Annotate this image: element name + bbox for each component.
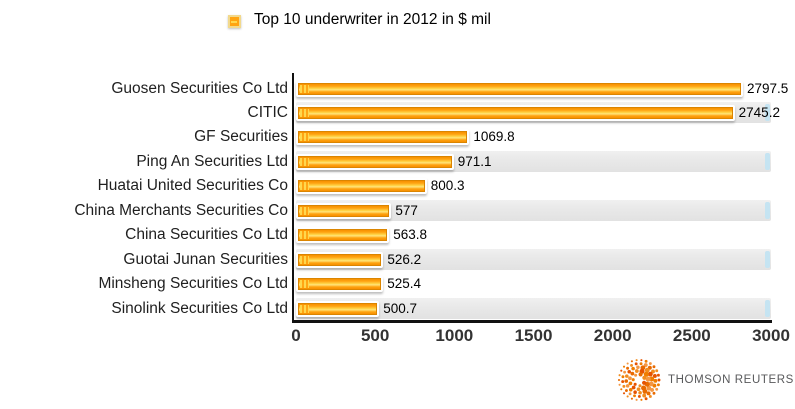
category-label: Guosen Securities Co Ltd [111, 79, 288, 97]
chart-title: Top 10 underwriter in 2012 in $ mil [254, 11, 491, 28]
thomson-reuters-logo-icon [617, 359, 661, 401]
y-axis-line [292, 73, 294, 322]
bar-fill [298, 204, 390, 217]
bar-start-marker [300, 157, 309, 166]
value-label: 563.8 [393, 227, 428, 243]
category-label: China Securities Co Ltd [125, 226, 288, 244]
bar [296, 153, 454, 170]
value-label: 577 [395, 202, 418, 218]
value-label: 2797.5 [746, 80, 789, 96]
category-label: Minsheng Securities Co Ltd [98, 275, 288, 293]
bar [296, 227, 390, 244]
value-label: 971.1 [457, 153, 492, 169]
bar-start-marker [300, 108, 309, 117]
category-label: GF Securities [194, 128, 288, 146]
bar [296, 129, 470, 146]
branding: THOMSON REUTERS [616, 357, 794, 405]
category-label: Guotai Junan Securities [123, 250, 288, 268]
bar-start-marker [300, 231, 309, 240]
x-tick-label: 2500 [672, 326, 711, 345]
bar-fill [298, 278, 382, 291]
stripe-end-cap [765, 202, 770, 220]
bar-start-marker [300, 255, 309, 264]
bar-fill [298, 229, 388, 242]
category-label: CITIC [247, 103, 288, 121]
bar-start-marker [300, 304, 309, 313]
bar-start-marker [300, 182, 309, 191]
value-label: 526.2 [387, 251, 422, 267]
x-tick-label: 1500 [514, 326, 553, 345]
zebra-stripe [296, 298, 771, 320]
brand-text: THOMSON REUTERS [668, 374, 794, 386]
legend-marker-icon [228, 15, 241, 28]
value-label: 2745.2 [738, 104, 780, 120]
bar-fill [298, 302, 378, 315]
stripe-end-cap [765, 251, 770, 269]
bar [296, 80, 743, 97]
zebra-stripe [296, 200, 771, 222]
x-tick-label: 1000 [435, 326, 474, 345]
bar-start-marker [300, 133, 309, 142]
chart-legend: Top 10 underwriter in 2012 in $ mil [0, 8, 795, 38]
category-label: Sinolink Securities Co Ltd [111, 299, 288, 317]
category-label: China Merchants Securities Co [74, 201, 288, 219]
x-axis-line [292, 320, 772, 323]
value-label: 800.3 [430, 178, 465, 194]
x-tick-label: 2000 [593, 326, 632, 345]
x-tick-label: 0 [291, 326, 301, 345]
value-label: 1069.8 [473, 129, 515, 145]
bar-start-marker [300, 84, 309, 93]
bar [296, 104, 735, 121]
bar-start-marker [300, 206, 309, 215]
bar-start-marker [300, 280, 309, 289]
bar-fill [298, 82, 741, 95]
value-label: 500.7 [383, 300, 418, 316]
bar-fill [298, 180, 425, 193]
legend-marker-detail [231, 21, 237, 23]
bar [296, 276, 384, 293]
bar [296, 178, 427, 195]
stripe-end-cap [765, 153, 770, 171]
x-tick-label: 500 [360, 326, 390, 345]
bar-fill [298, 253, 382, 266]
stripe-end-cap [765, 104, 770, 122]
x-tick-label: 3000 [752, 326, 790, 345]
bar-fill [298, 131, 468, 144]
zebra-stripe [296, 249, 771, 271]
value-label: 525.4 [387, 276, 421, 292]
bar-fill [298, 106, 733, 119]
bar [296, 251, 384, 268]
bar-fill [298, 155, 452, 168]
category-label: Ping An Securities Ltd [136, 152, 288, 170]
bar [296, 202, 392, 219]
category-label: Huatai United Securities Co [97, 177, 288, 195]
stripe-end-cap [765, 300, 770, 318]
bar [296, 300, 380, 317]
